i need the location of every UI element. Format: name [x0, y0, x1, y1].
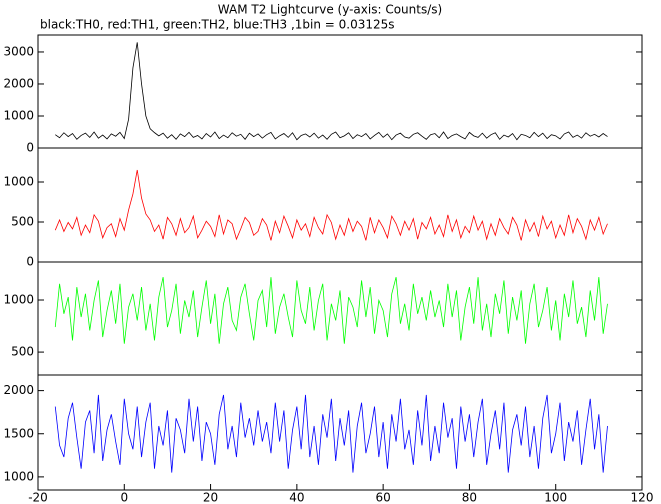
- panel-frame: [37, 147, 643, 263]
- x-tick-label: 100: [544, 491, 567, 504]
- y-tick-label: 500: [11, 215, 34, 229]
- y-tick-label: 0: [26, 255, 34, 269]
- y-tick-label: 2000: [3, 76, 34, 90]
- y-tick-label: 500: [11, 345, 34, 359]
- series-line: [54, 276, 608, 344]
- x-tick-label: 40: [289, 491, 304, 504]
- chart-title: WAM T2 Lightcurve (y-axis: Counts/s): [218, 3, 442, 17]
- x-tick-label: 0: [120, 491, 128, 504]
- series-line: [54, 394, 608, 473]
- x-tick-label: 20: [203, 491, 218, 504]
- series-line: [55, 42, 608, 141]
- x-tick-label: 80: [462, 491, 477, 504]
- y-tick-label: 1000: [3, 293, 34, 307]
- panel-frame: [37, 374, 643, 491]
- y-tick-label: 1500: [3, 426, 34, 440]
- y-tick-label: 0: [26, 141, 34, 155]
- series-line: [54, 169, 608, 241]
- panel-frame: [37, 34, 643, 149]
- x-tick-label: 120: [631, 491, 654, 504]
- y-tick-label: 1000: [3, 108, 34, 122]
- y-tick-label: 1000: [3, 175, 34, 189]
- y-tick-label: 3000: [3, 44, 34, 58]
- panel-frame: [37, 261, 643, 376]
- y-tick-label: 2000: [3, 383, 34, 397]
- x-tick-label: 60: [376, 491, 391, 504]
- chart-subtitle: black:TH0, red:TH1, green:TH2, blue:TH3 …: [40, 18, 395, 32]
- y-tick-label: 1000: [3, 469, 34, 483]
- x-tick-label: -20: [28, 491, 48, 504]
